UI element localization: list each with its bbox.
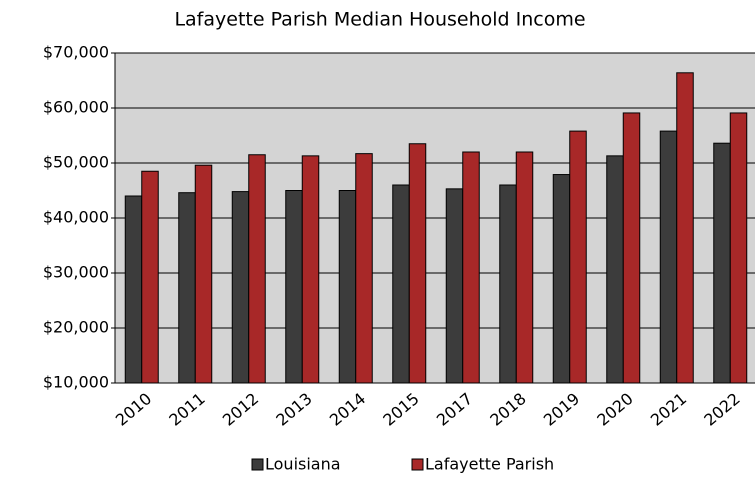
bar	[355, 153, 373, 384]
y-tick-label: $50,000	[43, 153, 109, 172]
x-tick-label: 2011	[165, 389, 208, 430]
bar	[194, 164, 213, 384]
bar	[301, 155, 320, 384]
y-tick-label: $30,000	[43, 263, 109, 282]
x-tick-label: 2022	[700, 389, 743, 430]
y-tick-label: $60,000	[43, 98, 109, 117]
x-tick-label: 2014	[326, 389, 369, 430]
y-tick-label: $10,000	[43, 373, 109, 392]
bar	[515, 151, 534, 384]
bar	[141, 170, 159, 384]
bar	[285, 190, 303, 384]
x-tick-label: 2010	[112, 389, 155, 430]
x-tick-label: 2013	[272, 389, 315, 430]
bar	[462, 151, 480, 384]
bar	[729, 112, 748, 384]
bar	[408, 143, 427, 384]
x-tick-label: 2012	[219, 389, 262, 430]
bar	[622, 112, 641, 384]
bar	[392, 184, 410, 384]
bar	[552, 174, 571, 384]
legend-swatch	[251, 458, 264, 471]
chart-title: Lafayette Parish Median Household Income	[174, 9, 585, 31]
bar	[178, 192, 196, 384]
bar	[713, 142, 731, 384]
bar	[499, 184, 517, 384]
bar	[569, 130, 587, 384]
y-tick-label: $20,000	[43, 318, 109, 337]
bar	[659, 130, 678, 384]
bar	[338, 190, 357, 384]
x-tick-label: 2019	[540, 389, 583, 430]
legend-swatch	[411, 458, 424, 471]
x-tick-label: 2015	[379, 389, 422, 430]
x-tick-label: 2021	[647, 389, 690, 430]
x-tick-label: 2018	[486, 389, 529, 430]
bar	[606, 155, 624, 384]
x-tick-label: 2017	[433, 389, 476, 430]
bar	[248, 154, 266, 384]
bar	[231, 191, 250, 384]
bar	[676, 72, 694, 384]
bar	[124, 195, 143, 384]
y-tick-label: $70,000	[43, 43, 109, 62]
legend-label: Louisiana	[265, 455, 341, 474]
bar	[445, 188, 464, 384]
y-tick-label: $40,000	[43, 208, 109, 227]
legend-label: Lafayette Parish	[425, 455, 554, 474]
x-tick-label: 2020	[593, 389, 636, 430]
